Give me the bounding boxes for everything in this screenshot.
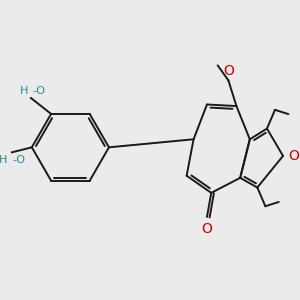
Text: O: O xyxy=(223,64,234,78)
Text: -O: -O xyxy=(12,155,25,165)
Text: O: O xyxy=(202,222,212,236)
Text: O: O xyxy=(288,149,299,163)
Text: -O: -O xyxy=(32,86,45,96)
Text: H: H xyxy=(0,155,8,165)
Text: H: H xyxy=(20,86,28,96)
